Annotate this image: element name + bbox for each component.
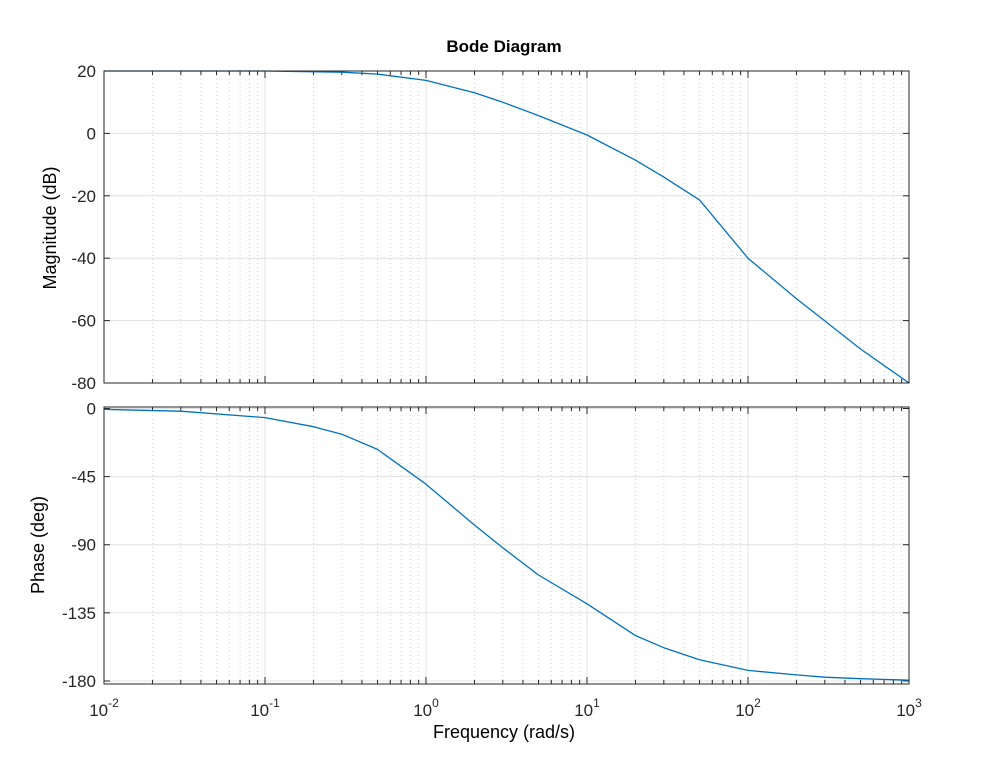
phase-axes: 0 -45 -90 -135 -180 10-2 10-1 100 101 102 103	[62, 400, 922, 720]
x-tick-label: 103	[896, 696, 922, 720]
x-tick-label: 10-2	[89, 696, 119, 720]
magnitude-y-tick-label: -40	[71, 249, 96, 268]
phase-ylabel: Phase (deg)	[28, 496, 48, 594]
magnitude-plot-area	[104, 71, 909, 383]
phase-axes-box	[103, 406, 910, 685]
phase-y-tick-label: -90	[71, 536, 96, 555]
magnitude-y-tick-label: -20	[71, 187, 96, 206]
x-tick-label: 10-1	[250, 696, 280, 720]
phase-y-tick-label: -135	[62, 604, 96, 623]
phase-y-tick-label: -180	[62, 672, 96, 691]
magnitude-axes: 20 0 -20 -40 -60 -80	[71, 62, 910, 393]
x-tick-label: 100	[413, 696, 439, 720]
magnitude-ylabel: Magnitude (dB)	[40, 166, 60, 289]
magnitude-series-line	[104, 70, 910, 384]
x-tick-label: 101	[574, 696, 600, 720]
magnitude-y-tick-label: 20	[77, 62, 96, 81]
magnitude-y-tick-label: -60	[71, 312, 96, 331]
phase-y-tick-label: 0	[87, 400, 96, 419]
phase-y-tick-label: -45	[71, 468, 96, 487]
x-tick-label: 102	[735, 696, 761, 720]
magnitude-axes-box	[103, 70, 910, 384]
phase-series-line	[103, 408, 910, 681]
magnitude-y-tick-label: -80	[71, 374, 96, 393]
magnitude-y-tick-label: 0	[87, 124, 96, 143]
phase-plot-area	[104, 407, 909, 684]
chart-title: Bode Diagram	[446, 37, 561, 56]
x-axis-label: Frequency (rad/s)	[433, 722, 575, 742]
